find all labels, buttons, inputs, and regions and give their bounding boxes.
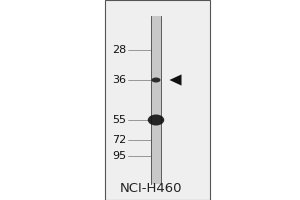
Text: NCI-H460: NCI-H460 <box>120 182 183 194</box>
Polygon shape <box>169 74 181 86</box>
Text: 36: 36 <box>112 75 126 85</box>
Ellipse shape <box>148 114 164 126</box>
Text: 55: 55 <box>112 115 126 125</box>
Bar <box>105 0 210 200</box>
Bar <box>151 16 161 184</box>
Text: 72: 72 <box>112 135 126 145</box>
Text: 95: 95 <box>112 151 126 161</box>
Text: 28: 28 <box>112 45 126 55</box>
Ellipse shape <box>152 77 160 82</box>
